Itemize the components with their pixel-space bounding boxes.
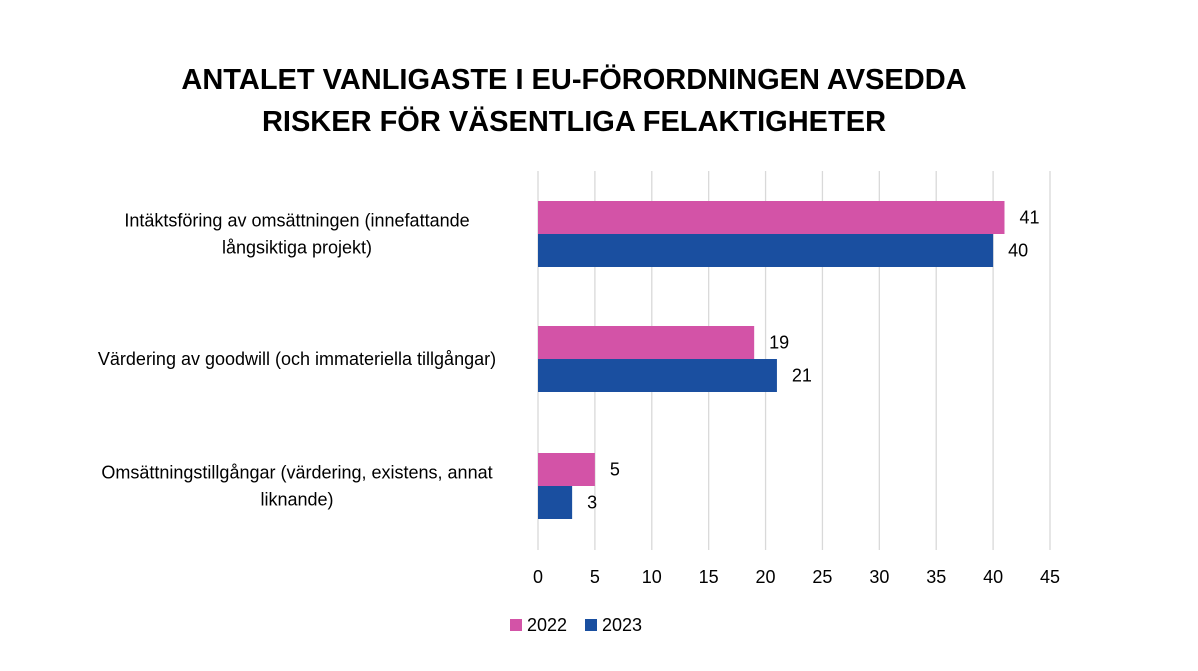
legend-label: 2022 — [527, 615, 567, 635]
category-label: Intäktsföring av omsättningen (innefatta… — [124, 211, 469, 231]
data-label: 19 — [769, 333, 789, 353]
bar-2022-0 — [538, 201, 1004, 234]
x-tick-label: 35 — [926, 567, 946, 587]
x-tick-label: 40 — [983, 567, 1003, 587]
x-tick-label: 20 — [756, 567, 776, 587]
bar-2022-2 — [538, 453, 595, 486]
bar-2023-1 — [538, 359, 777, 392]
bar-2022-1 — [538, 326, 754, 359]
legend: 2022 2023 — [510, 615, 642, 635]
x-tick-label: 10 — [642, 567, 662, 587]
x-tick-label: 15 — [699, 567, 719, 587]
x-tick-label: 0 — [533, 567, 543, 587]
data-label: 41 — [1019, 208, 1039, 228]
chart-title: ANTALET VANLIGASTE I EU-FÖRORDNINGEN AVS… — [181, 63, 966, 138]
legend-swatch-2023 — [585, 619, 597, 631]
category-labels: Intäktsföring av omsättningen (innefatta… — [98, 211, 496, 510]
category-label: liknande) — [260, 490, 333, 510]
x-tick-label: 30 — [869, 567, 889, 587]
data-label: 21 — [792, 366, 812, 386]
chart-title-line: ANTALET VANLIGASTE I EU-FÖRORDNINGEN AVS… — [181, 63, 966, 96]
chart-title-line: RISKER FÖR VÄSENTLIGA FELAKTIGHETER — [262, 105, 886, 138]
category-label: Värdering av goodwill (och immateriella … — [98, 349, 496, 369]
bar-2023-0 — [538, 234, 993, 267]
x-tick-label: 5 — [590, 567, 600, 587]
bars: 41 19 5 40 21 3 — [538, 201, 1040, 519]
chart: ANTALET VANLIGASTE I EU-FÖRORDNINGEN AVS… — [0, 0, 1198, 671]
x-axis-ticks: 0 5 10 15 20 25 30 35 40 45 — [533, 567, 1060, 587]
data-label: 5 — [610, 460, 620, 480]
x-tick-label: 25 — [812, 567, 832, 587]
x-tick-label: 45 — [1040, 567, 1060, 587]
category-label: långsiktiga projekt) — [222, 238, 372, 258]
data-label: 3 — [587, 493, 597, 513]
data-label: 40 — [1008, 241, 1028, 261]
bar-2023-2 — [538, 486, 572, 519]
legend-swatch-2022 — [510, 619, 522, 631]
legend-label: 2023 — [602, 615, 642, 635]
category-label: Omsättningstillgångar (värdering, existe… — [101, 463, 492, 483]
